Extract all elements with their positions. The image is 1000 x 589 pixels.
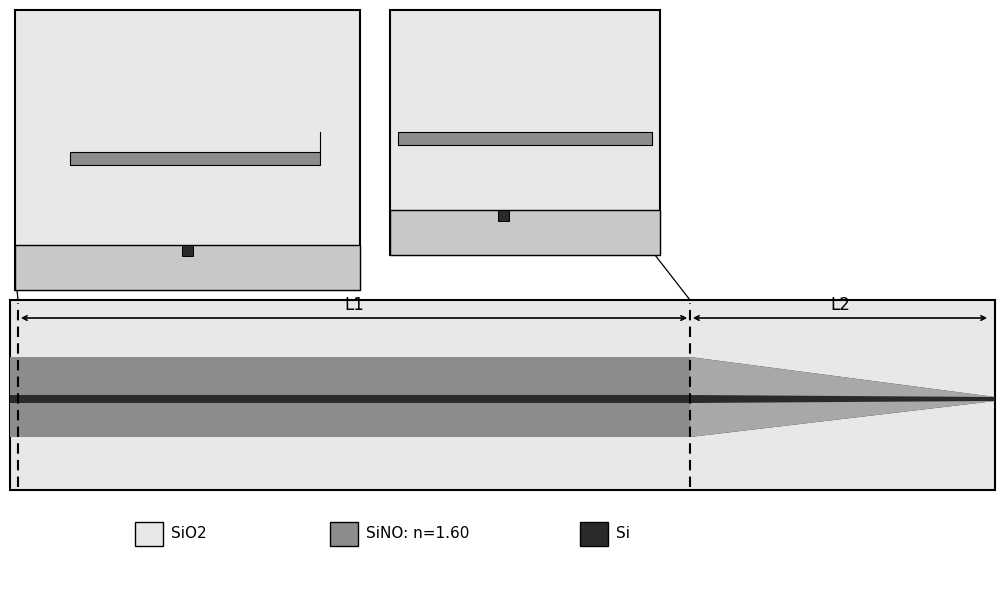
Bar	[398, 132, 652, 145]
Bar	[15, 245, 360, 290]
Bar	[10, 395, 690, 403]
Bar	[10, 403, 690, 437]
Bar	[330, 522, 358, 546]
Bar	[70, 152, 320, 165]
Text: H: H	[16, 126, 27, 141]
Bar	[135, 522, 163, 546]
Text: w1: w1	[177, 270, 198, 284]
Text: H: H	[390, 108, 402, 124]
Polygon shape	[690, 401, 995, 437]
Bar	[182, 245, 193, 256]
Text: w2: w2	[493, 235, 513, 249]
Polygon shape	[690, 357, 995, 437]
Text: SiNO: n=1.60: SiNO: n=1.60	[366, 527, 469, 541]
Bar	[390, 210, 660, 255]
Bar	[498, 210, 509, 221]
Text: L2: L2	[830, 296, 850, 314]
Bar	[390, 10, 660, 255]
Text: h0: h0	[328, 125, 346, 139]
Text: W0: W0	[183, 113, 207, 128]
Bar	[10, 300, 995, 490]
Text: h1: h1	[518, 168, 532, 186]
Polygon shape	[690, 357, 995, 397]
Text: W0: W0	[513, 95, 537, 110]
Text: SiO2: SiO2	[171, 527, 207, 541]
Text: L1: L1	[344, 296, 364, 314]
Text: h1: h1	[202, 196, 216, 214]
Text: Si: Si	[616, 527, 630, 541]
Bar	[10, 357, 690, 395]
Bar	[15, 10, 360, 290]
Bar	[580, 522, 608, 546]
